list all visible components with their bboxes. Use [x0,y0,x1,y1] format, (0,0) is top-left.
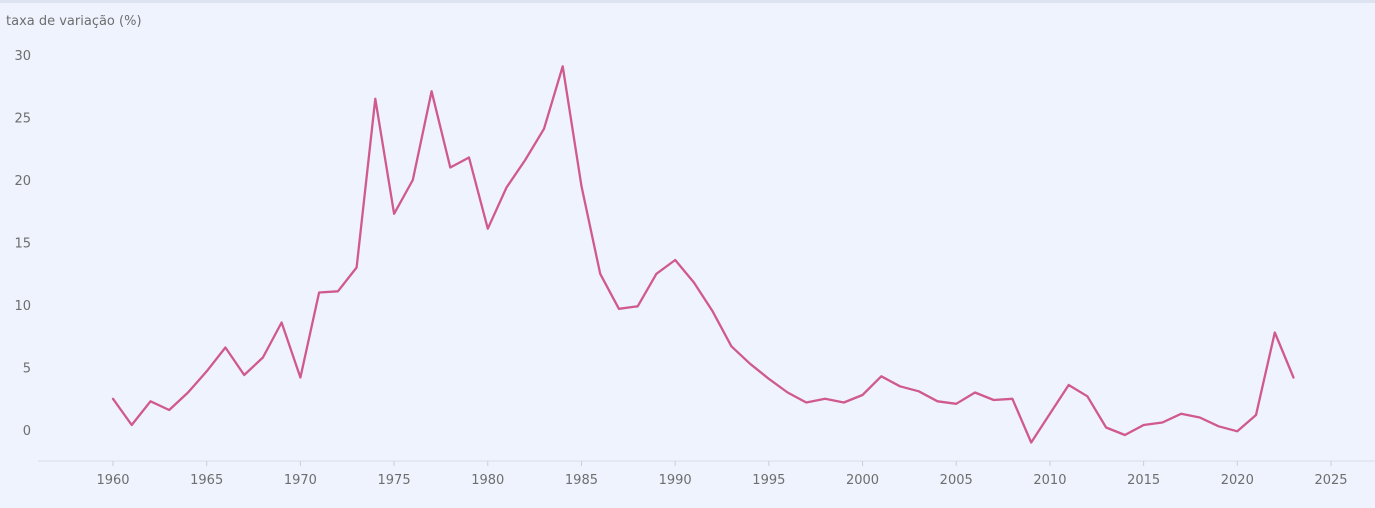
y-axis-label: taxa de variação (%) [6,14,142,29]
series-line [111,65,1295,444]
x-tick-label: 1965 [190,473,223,488]
data-point [562,65,564,67]
x-tick-label: 2000 [846,473,879,488]
y-tick-label: 30 [14,49,31,64]
x-tick-label: 1985 [565,473,598,488]
data-point [1067,384,1069,386]
x-tick-label: 1970 [284,473,317,488]
data-point [355,266,357,268]
data-point [149,400,151,402]
data-point [674,259,676,261]
data-point [1161,421,1163,423]
x-tick-label: 2025 [1314,473,1347,488]
y-tick-label: 15 [14,237,31,252]
data-point [843,401,845,403]
data-point [749,363,751,365]
data-point [112,398,114,400]
data-point [918,390,920,392]
data-point [711,310,713,312]
x-tick-label: 1960 [96,473,129,488]
data-point [805,401,807,403]
data-point [487,228,489,230]
y-tick-label: 25 [14,112,31,127]
data-point [262,356,264,358]
data-point [861,394,863,396]
data-point [730,345,732,347]
data-point [318,291,320,293]
data-point [1199,416,1201,418]
data-point [524,159,526,161]
data-point [374,98,376,100]
data-point [412,179,414,181]
data-point [131,424,133,426]
x-tick-label: 1975 [378,473,411,488]
x-tick-label: 2010 [1033,473,1066,488]
x-tick-label: 2015 [1127,473,1160,488]
data-point [243,374,245,376]
data-point [618,308,620,310]
data-point [1292,376,1294,378]
data-point [786,391,788,393]
data-point [337,290,339,292]
data-point [1049,413,1051,415]
data-point [880,375,882,377]
data-point [974,391,976,393]
data-point [1105,426,1107,428]
data-point [187,391,189,393]
data-point [1274,331,1276,333]
data-point [280,321,282,323]
data-point [1086,395,1088,397]
data-point [224,346,226,348]
data-point [580,185,582,187]
y-tick-label: 5 [23,362,31,377]
data-point [393,213,395,215]
data-point [1030,441,1032,443]
x-tick-label: 2020 [1221,473,1254,488]
data-point [1236,430,1238,432]
y-tick-label: 20 [14,174,31,189]
data-point [599,273,601,275]
data-point [955,403,957,405]
data-point [205,370,207,372]
x-tick-label: 1980 [471,473,504,488]
y-tick-label: 0 [23,424,31,439]
data-point [1011,398,1013,400]
data-point [430,90,432,92]
data-point [168,409,170,411]
data-point [543,128,545,130]
data-point [768,378,770,380]
data-point [1217,425,1219,427]
data-point [1255,414,1257,416]
data-point [1142,424,1144,426]
y-tick-label: 10 [14,299,31,314]
data-point [1180,413,1182,415]
data-point [693,281,695,283]
data-point [993,399,995,401]
data-point [468,156,470,158]
data-point [655,273,657,275]
data-point [636,305,638,307]
data-point [1124,434,1126,436]
data-point [936,400,938,402]
data-point [824,398,826,400]
x-tick-label: 1990 [659,473,692,488]
x-tick-label: 2005 [940,473,973,488]
x-tick-label: 1995 [752,473,785,488]
data-point [899,385,901,387]
data-point [449,166,451,168]
data-point [299,376,301,378]
data-point [505,186,507,188]
